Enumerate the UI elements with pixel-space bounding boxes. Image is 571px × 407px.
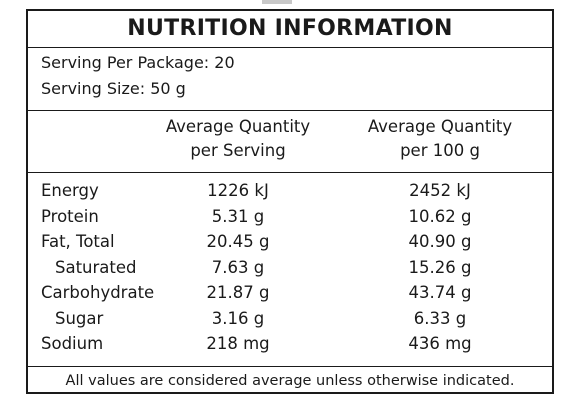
per-serving-value: 218 mg <box>206 334 270 353</box>
column-header-line: per Serving <box>190 141 286 160</box>
serving-size: Serving Size: 50 g <box>41 79 186 98</box>
per-serving-value: 3.16 g <box>211 308 265 328</box>
per-100g-value: 15.26 g <box>408 257 472 277</box>
per-serving-value: 7.63 g <box>211 257 265 277</box>
top-edge-mark <box>262 0 292 4</box>
per-100g-value: 6.33 g <box>413 308 467 328</box>
per-serving-value: 21.87 g <box>206 283 270 302</box>
nutrient-row-energy: Energy 1226 kJ 2452 kJ <box>28 178 552 204</box>
divider <box>28 366 552 367</box>
per-100g-value: 43.74 g <box>408 283 472 302</box>
per-100g-value: 40.90 g <box>408 232 472 251</box>
column-header-line: Average Quantity <box>165 117 311 136</box>
nutrient-row-saturated: Saturated 7.63 g 15.26 g <box>28 255 552 281</box>
nutrient-label: Sodium <box>41 334 104 353</box>
panel-title: NUTRITION INFORMATION <box>127 16 453 41</box>
nutrient-row-sugar: Sugar 3.16 g 6.33 g <box>28 306 552 332</box>
nutrient-row-carbohydrate: Carbohydrate 21.87 g 43.74 g <box>28 280 552 306</box>
nutrient-table: Energy 1226 kJ 2452 kJ Protein 5.31 g 10… <box>28 178 552 357</box>
nutrition-panel: NUTRITION INFORMATION Serving Per Packag… <box>26 9 554 394</box>
column-header-per-100g: Average Quantity per 100 g <box>345 115 535 163</box>
per-serving-value: 20.45 g <box>206 232 270 251</box>
nutrient-row-sodium: Sodium 218 mg 436 mg <box>28 331 552 357</box>
nutrient-label: Carbohydrate <box>41 283 155 302</box>
per-100g-value: 2452 kJ <box>409 181 471 200</box>
divider <box>28 172 552 173</box>
nutrient-label: Fat, Total <box>41 232 115 251</box>
column-header-per-serving: Average Quantity per Serving <box>143 115 333 163</box>
per-serving-value: 1226 kJ <box>207 181 269 200</box>
nutrient-label: Energy <box>41 181 99 200</box>
per-100g-value: 436 mg <box>408 334 472 353</box>
column-header-line: Average Quantity <box>367 117 513 136</box>
nutrient-label: Protein <box>41 206 99 226</box>
footnote: All values are considered average unless… <box>65 373 515 389</box>
per-serving-value: 5.31 g <box>211 206 265 226</box>
nutrient-label: Sugar <box>55 308 104 328</box>
servings-per-package: Serving Per Package: 20 <box>41 53 235 72</box>
nutrient-label: Saturated <box>55 257 137 277</box>
nutrient-row-protein: Protein 5.31 g 10.62 g <box>28 204 552 230</box>
column-header-line: per 100 g <box>400 141 480 160</box>
divider <box>28 47 552 48</box>
divider <box>28 110 552 111</box>
nutrient-row-fat-total: Fat, Total 20.45 g 40.90 g <box>28 229 552 255</box>
per-100g-value: 10.62 g <box>408 206 472 226</box>
